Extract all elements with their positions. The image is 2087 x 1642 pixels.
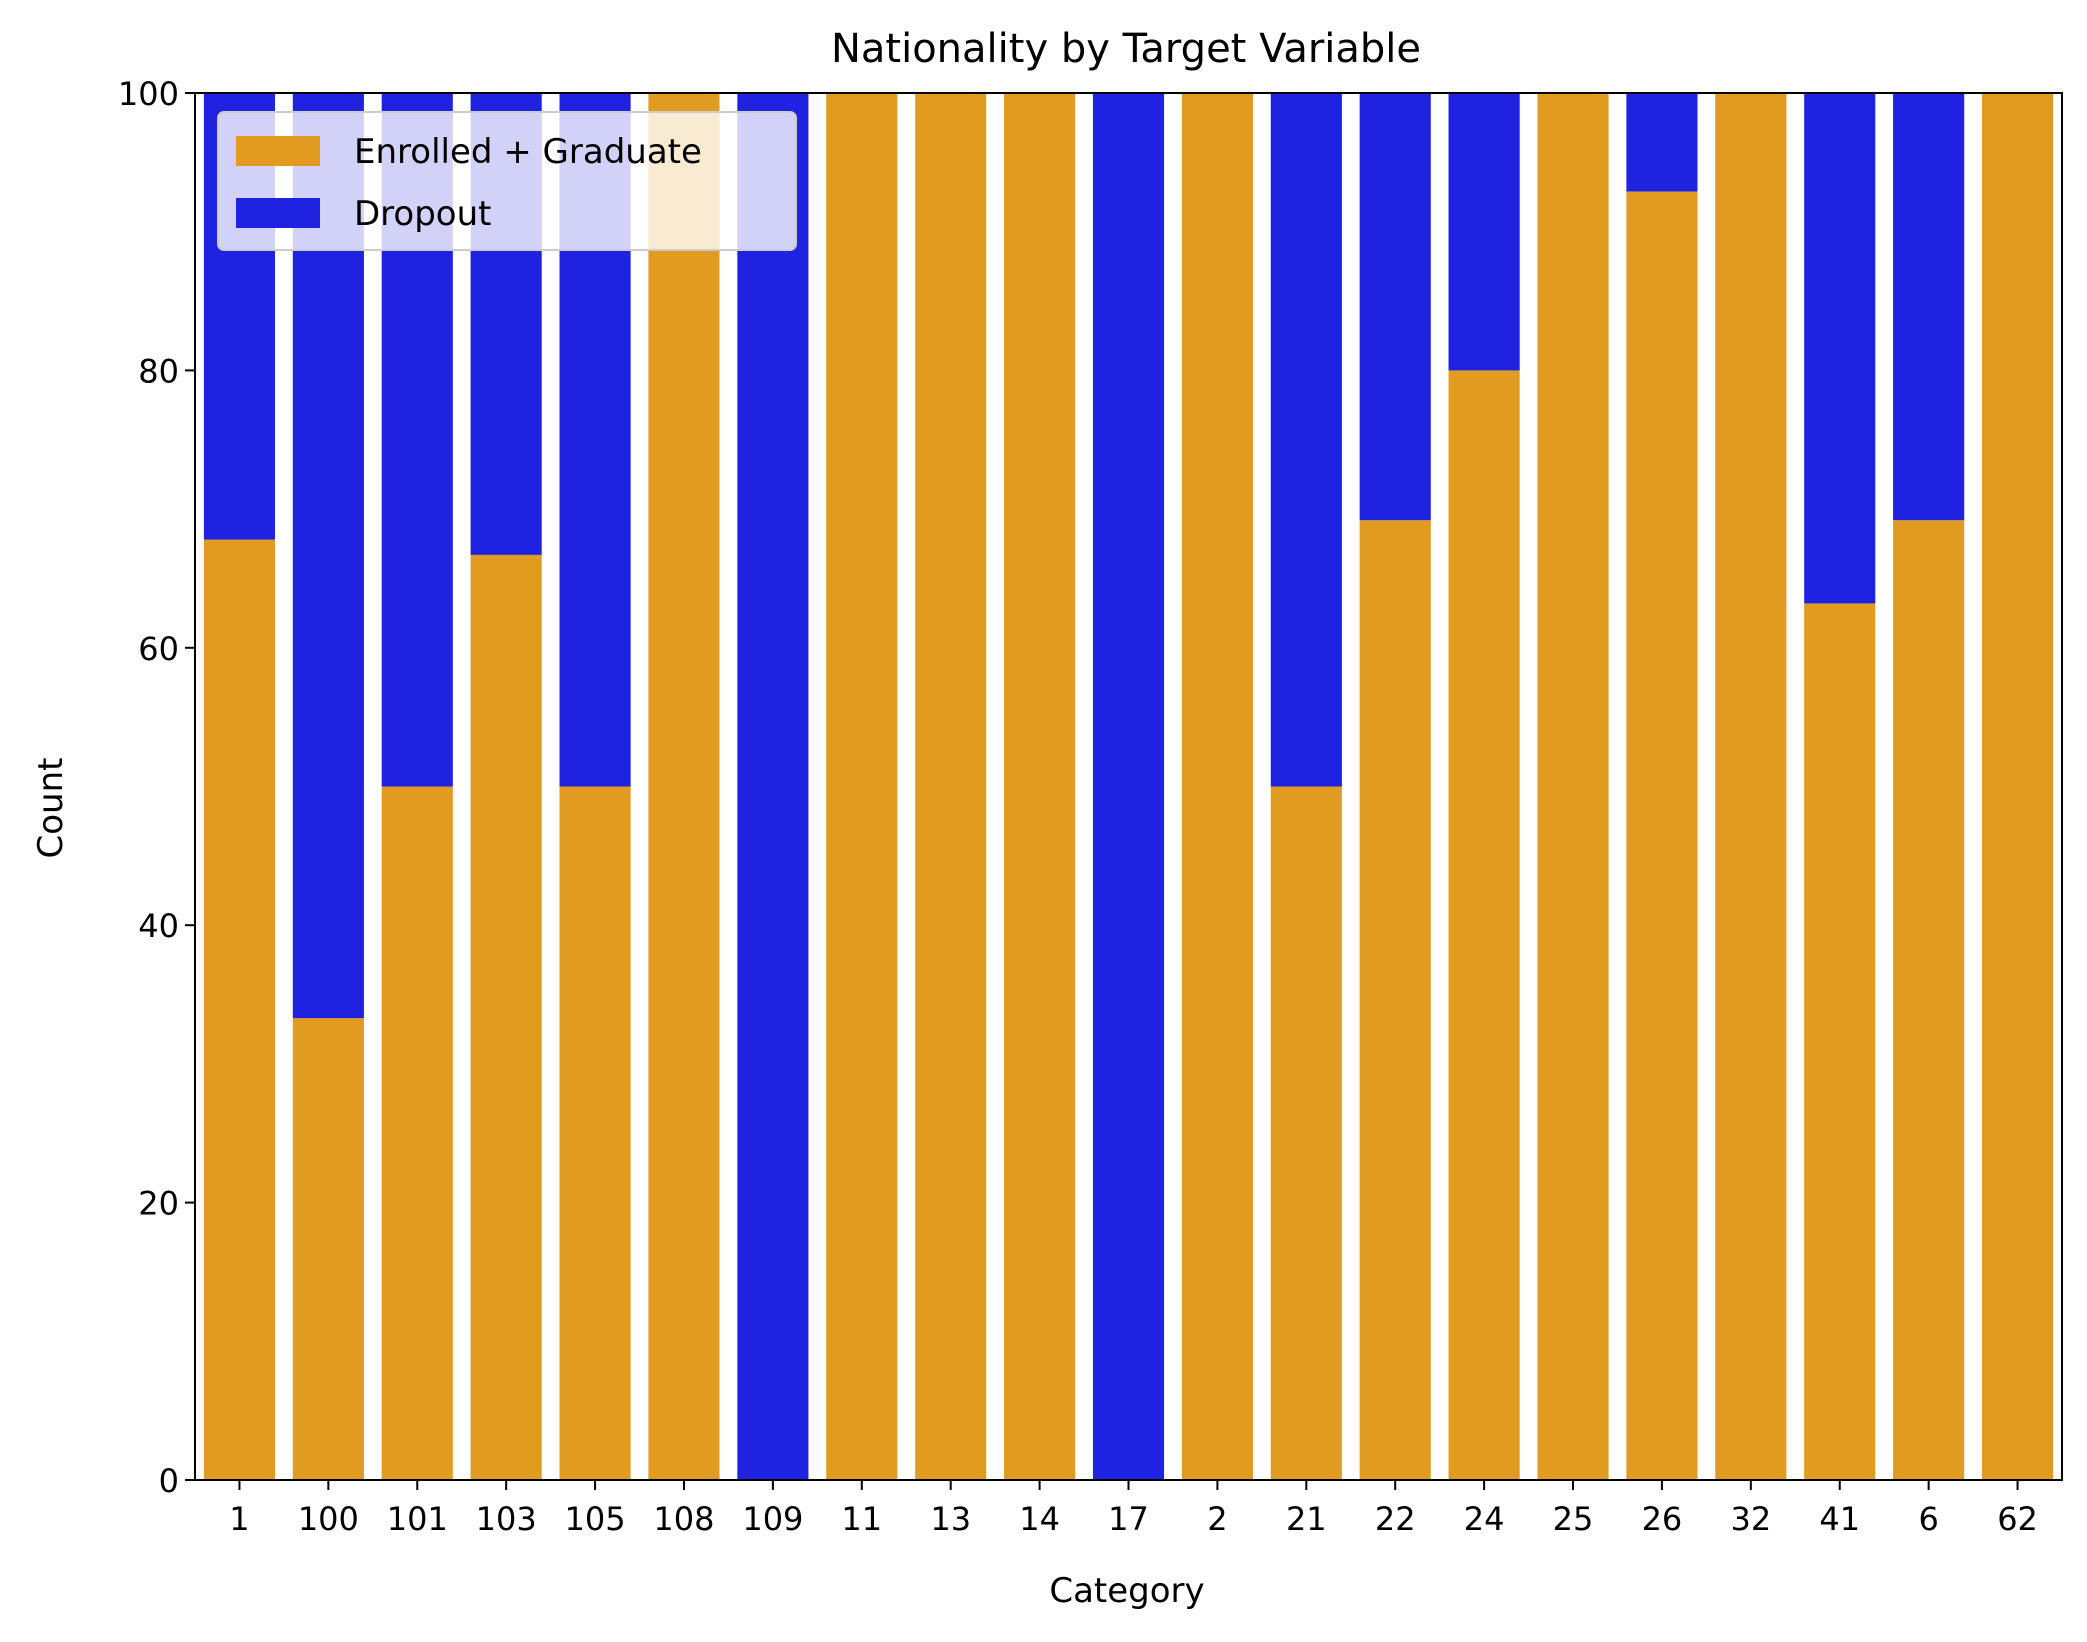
bar-enrolled-graduate-105 — [559, 786, 631, 1480]
legend-label-enrolled-graduate: Enrolled + Graduate — [354, 132, 702, 172]
y-tick-label-60: 60 — [138, 630, 179, 668]
y-tick-label-100: 100 — [118, 75, 179, 113]
bar-enrolled-graduate-26 — [1626, 191, 1698, 1480]
bar-enrolled-graduate-100 — [292, 1018, 364, 1480]
x-tick-label-26: 26 — [1642, 1500, 1683, 1538]
y-axis-label: Count — [31, 758, 71, 859]
axes-layer: 0 20 40 60 80 100 1 100 101 103 105 108 109 11 13 14 17 2… — [118, 75, 2063, 1538]
bar-enrolled-graduate-14 — [1004, 93, 1076, 1480]
bar-enrolled-graduate-13 — [915, 93, 987, 1480]
bar-enrolled-graduate-1 — [203, 539, 276, 1480]
y-tick-label-40: 40 — [138, 907, 179, 945]
bar-enrolled-graduate-32 — [1715, 93, 1787, 1480]
x-tick-label-14: 14 — [1019, 1500, 1060, 1538]
bar-dropout-22 — [1359, 93, 1431, 521]
x-tick-label-21: 21 — [1286, 1500, 1327, 1538]
x-tick-label-6: 6 — [1918, 1500, 1938, 1538]
bar-enrolled-graduate-11 — [826, 93, 898, 1480]
bar-dropout-109 — [737, 93, 809, 1480]
chart-title: Nationality by Target Variable — [831, 26, 1421, 72]
legend-swatch-enrolled-graduate — [236, 136, 320, 166]
bar-dropout-26 — [1626, 93, 1698, 192]
bar-enrolled-graduate-108 — [648, 93, 720, 1480]
y-tick-label-80: 80 — [138, 352, 179, 390]
bar-enrolled-graduate-62 — [1981, 93, 2054, 1480]
bar-dropout-24 — [1448, 93, 1520, 371]
x-axis-label: Category — [1049, 1571, 1204, 1611]
bar-enrolled-graduate-25 — [1537, 93, 1609, 1480]
x-tick-label-109: 109 — [742, 1500, 803, 1538]
x-tick-label-1: 1 — [229, 1500, 249, 1538]
bar-enrolled-graduate-101 — [381, 786, 453, 1480]
y-tick-label-0: 0 — [159, 1462, 179, 1500]
bar-enrolled-graduate-21 — [1270, 786, 1342, 1480]
x-tick-label-17: 17 — [1108, 1500, 1149, 1538]
bar-enrolled-graduate-22 — [1359, 520, 1431, 1480]
bar-enrolled-graduate-41 — [1804, 603, 1876, 1480]
legend-box — [217, 111, 797, 251]
y-tick-label-20: 20 — [138, 1185, 179, 1223]
bars-layer — [203, 93, 2054, 1480]
legend-label-dropout: Dropout — [354, 194, 491, 234]
bar-dropout-6 — [1893, 93, 1965, 521]
legend: Enrolled + Graduate Dropout — [217, 111, 797, 251]
x-tick-label-13: 13 — [930, 1500, 971, 1538]
x-tick-label-62: 62 — [1997, 1500, 2038, 1538]
x-tick-label-105: 105 — [565, 1500, 626, 1538]
x-tick-label-108: 108 — [653, 1500, 714, 1538]
legend-swatch-dropout — [236, 198, 320, 228]
x-tick-label-101: 101 — [387, 1500, 448, 1538]
x-tick-label-100: 100 — [298, 1500, 359, 1538]
bar-enrolled-graduate-24 — [1448, 370, 1520, 1480]
bar-enrolled-graduate-103 — [470, 554, 542, 1480]
x-tick-label-25: 25 — [1553, 1500, 1594, 1538]
bar-enrolled-graduate-2 — [1181, 93, 1253, 1480]
x-tick-label-11: 11 — [841, 1500, 882, 1538]
x-tick-label-32: 32 — [1730, 1500, 1771, 1538]
bar-dropout-17 — [1092, 93, 1165, 1480]
x-tick-label-41: 41 — [1819, 1500, 1860, 1538]
bar-enrolled-graduate-6 — [1893, 520, 1965, 1480]
x-tick-label-24: 24 — [1464, 1500, 1505, 1538]
x-tick-label-2: 2 — [1207, 1500, 1227, 1538]
bar-dropout-21 — [1270, 93, 1342, 787]
x-tick-label-22: 22 — [1375, 1500, 1416, 1538]
x-tick-label-103: 103 — [476, 1500, 537, 1538]
bar-dropout-41 — [1804, 93, 1876, 604]
